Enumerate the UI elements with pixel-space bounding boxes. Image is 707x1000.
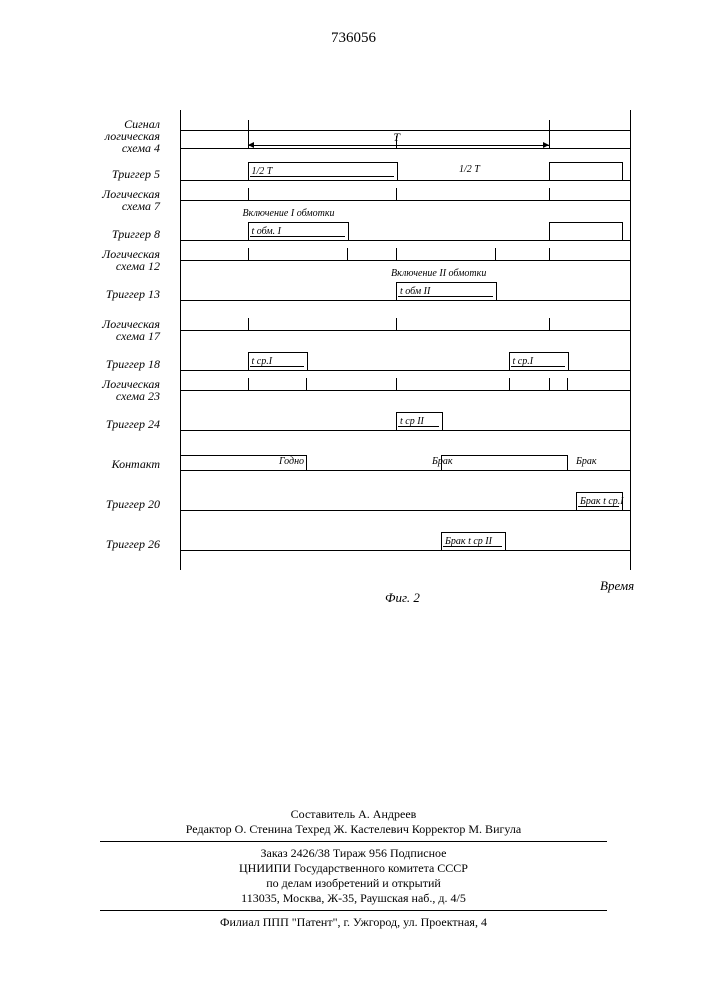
short-tick (306, 378, 307, 390)
period-arrow (248, 145, 550, 146)
row-label: Триггер 5 (60, 168, 160, 180)
short-tick (549, 318, 550, 330)
short-tick (248, 188, 249, 200)
half-period-label: 1/2 T (459, 164, 480, 175)
short-tick (396, 318, 397, 330)
frame-line (630, 110, 631, 570)
timeline (180, 200, 630, 201)
order-line: Заказ 2426/38 Тираж 956 Подписное (100, 846, 607, 861)
short-tick (549, 188, 550, 200)
timeline (180, 148, 630, 149)
timeline (180, 390, 630, 391)
row-label: Триггер 20 (60, 498, 160, 510)
timing-diagram: Сигналлогическаясхема 4Триггер 5Логическ… (70, 100, 630, 630)
short-tick (248, 378, 249, 390)
compiler-line: Составитель А. Андреев (100, 807, 607, 822)
row-label: Триггер 13 (60, 288, 160, 300)
divider (100, 841, 607, 842)
footer-block: Составитель А. Андреев Редактор О. Стени… (100, 807, 607, 930)
row-label: Контакт (60, 458, 160, 470)
short-tick (396, 378, 397, 390)
kontakt-label: Годно (279, 456, 304, 467)
kontakt-label: Брак (432, 456, 453, 467)
figure-caption: Фиг. 2 (385, 590, 420, 606)
step-line (441, 455, 567, 456)
timeline (180, 510, 630, 511)
short-tick (396, 248, 397, 260)
pulse (549, 222, 623, 241)
step-line (306, 470, 441, 471)
row-label: Логическаясхема 17 (60, 318, 160, 342)
short-tick (396, 136, 397, 148)
step-line (567, 470, 630, 471)
row-label: Логическаясхема 12 (60, 248, 160, 272)
short-tick (509, 378, 510, 390)
timeline (180, 330, 630, 331)
row-label: Логическаясхема 23 (60, 378, 160, 402)
axis-label: Время (600, 578, 634, 594)
pulse-top-label: Включение II обмотки (391, 268, 486, 279)
editor-line: Редактор О. Стенина Техред Ж. Кастелевич… (100, 822, 607, 837)
page-number: 736056 (331, 30, 376, 47)
row-label: Триггер 8 (60, 228, 160, 240)
divider (100, 910, 607, 911)
org-line: по делам изобретений и открытий (100, 876, 607, 891)
timeline (180, 550, 630, 551)
short-tick (248, 318, 249, 330)
short-tick (549, 378, 550, 390)
row-label: Триггер 26 (60, 538, 160, 550)
addr-line: 113035, Москва, Ж-35, Раушская наб., д. … (100, 891, 607, 906)
org-line: ЦНИИПИ Государственного комитета СССР (100, 861, 607, 876)
short-tick (549, 248, 550, 260)
short-tick (549, 136, 550, 148)
pulse (549, 162, 623, 181)
kontakt-label: Брак (576, 456, 597, 467)
short-tick (248, 136, 249, 148)
row-label: Логическаясхема 7 (60, 188, 160, 212)
row-label: Триггер 18 (60, 358, 160, 370)
pulse-top-label: Включение I обмотки (243, 208, 335, 219)
frame-line (180, 110, 181, 570)
short-tick (495, 248, 496, 260)
row-label: Сигналлогическаясхема 4 (60, 118, 160, 154)
timeline (180, 260, 630, 261)
short-tick (248, 248, 249, 260)
short-tick (347, 248, 348, 260)
row-label: Триггер 24 (60, 418, 160, 430)
branch-line: Филиал ППП "Патент", г. Ужгород, ул. Про… (100, 915, 607, 930)
short-tick (396, 188, 397, 200)
short-tick (567, 378, 568, 390)
